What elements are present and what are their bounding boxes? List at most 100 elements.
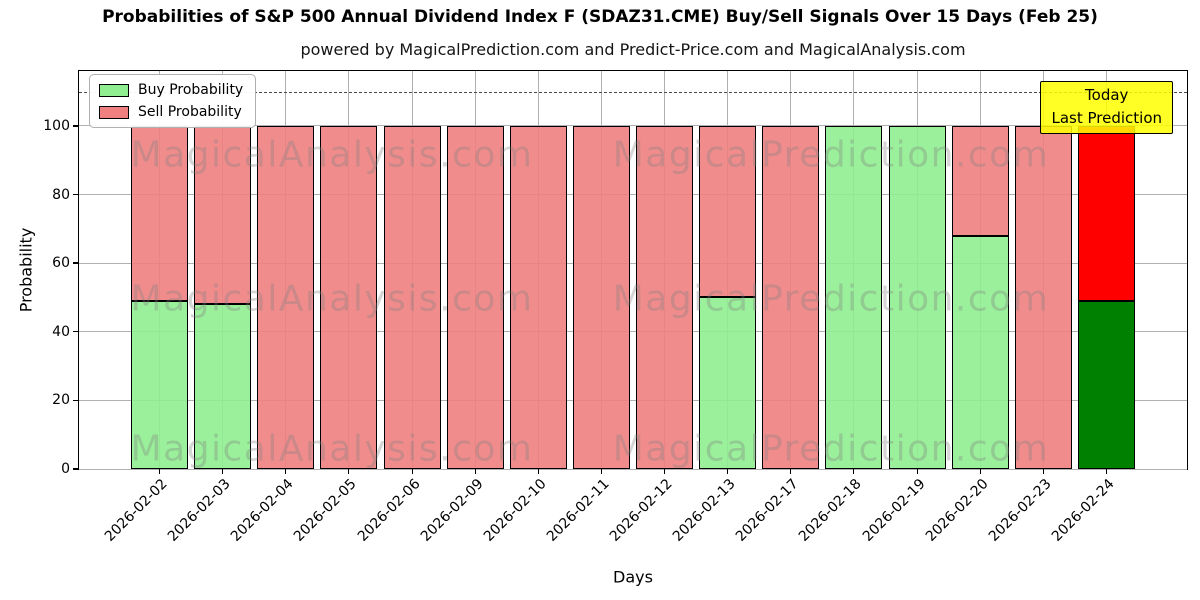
x-tick-label: 2026-02-18 — [795, 476, 865, 545]
watermark-text: MagicalAnalysis.com — [130, 278, 534, 320]
bar-2026-02-12 — [636, 125, 693, 469]
bar-2026-02-06 — [383, 125, 441, 469]
y-tick-label: 20 — [52, 392, 70, 409]
h-gridline — [79, 399, 1187, 401]
y-tick — [73, 262, 79, 264]
h-gridline — [79, 262, 1187, 264]
sell-segment — [1014, 125, 1072, 469]
legend-item-buy: Buy Probability — [99, 82, 243, 98]
legend-label-buy: Buy Probability — [138, 82, 244, 98]
y-tick-label: 60 — [52, 255, 70, 272]
x-tick — [284, 469, 287, 474]
sell-segment — [636, 125, 693, 469]
x-tick — [663, 469, 666, 474]
sell-segment — [194, 125, 252, 305]
y-tick — [73, 331, 79, 333]
x-tick — [158, 469, 161, 474]
sell-swatch-icon — [99, 105, 129, 119]
x-tick-label: 2026-02-04 — [227, 476, 297, 545]
x-tick — [600, 469, 603, 474]
buy-segment — [1077, 300, 1135, 469]
legend-label-sell: Sell Probability — [138, 104, 242, 120]
x-tick — [537, 469, 540, 474]
sell-segment — [131, 125, 188, 301]
x-tick-label: 2026-02-10 — [480, 476, 550, 545]
bar-2026-02-13 — [699, 125, 757, 469]
h-gridline — [79, 194, 1187, 196]
y-tick-label: 100 — [43, 117, 70, 134]
x-tick-label: 2026-02-12 — [606, 476, 676, 545]
x-tick — [726, 469, 729, 474]
bar-2026-02-03 — [194, 125, 252, 469]
bars-container — [79, 71, 1187, 469]
bar-2026-02-18 — [825, 125, 883, 469]
x-tick — [789, 469, 792, 474]
x-tick — [347, 469, 350, 474]
bar-2026-02-10 — [509, 125, 567, 469]
sell-segment — [446, 125, 504, 469]
h-gridline — [79, 331, 1187, 333]
watermark-text: MagicalPrediction.com — [612, 134, 1050, 176]
x-tick — [221, 469, 224, 474]
bar-2026-02-20 — [951, 125, 1009, 469]
bar-2026-02-09 — [446, 125, 504, 469]
x-tick-label: 2026-02-02 — [101, 476, 171, 545]
threshold-dashed-line — [79, 91, 1187, 93]
bar-2026-02-24 — [1077, 125, 1135, 469]
sell-segment — [572, 125, 630, 469]
sell-segment — [509, 125, 567, 469]
sell-segment — [257, 125, 315, 469]
x-tick — [916, 469, 919, 474]
x-tick — [852, 469, 855, 474]
watermark-text: MagicalAnalysis.com — [130, 428, 534, 470]
watermark-text: MagicalPrediction.com — [612, 278, 1050, 320]
chart-title: Probabilities of S&P 500 Annual Dividend… — [102, 7, 1098, 27]
x-axis-label: Days — [613, 567, 653, 587]
x-tick-label: 2026-02-03 — [164, 476, 234, 545]
buy-segment — [194, 304, 252, 469]
bar-2026-02-11 — [572, 125, 630, 469]
x-tick-label: 2026-02-19 — [859, 476, 929, 545]
y-tick — [73, 125, 79, 127]
sell-segment — [383, 125, 441, 469]
buy-segment — [951, 235, 1009, 469]
x-tick — [1042, 469, 1045, 474]
annotation-line2: Last Prediction — [1051, 109, 1162, 128]
buy-segment — [699, 297, 757, 469]
x-tick — [474, 469, 477, 474]
annotation-line1: Today — [1085, 86, 1129, 104]
x-tick-label: 2026-02-20 — [922, 476, 992, 545]
sell-segment — [699, 125, 757, 298]
legend: Buy Probability Sell Probability — [89, 74, 257, 128]
chart-subtitle: powered by MagicalPrediction.com and Pre… — [300, 40, 966, 59]
h-gridline — [79, 468, 1187, 470]
bar-2026-02-04 — [257, 125, 315, 469]
sell-segment — [320, 125, 378, 469]
legend-item-sell: Sell Probability — [99, 104, 243, 120]
sell-segment — [951, 125, 1009, 236]
buy-segment — [888, 125, 946, 469]
bar-2026-02-17 — [762, 125, 820, 469]
plot-area: MagicalAnalysis.com MagicalPrediction.com… — [43, 70, 1188, 545]
watermark-text: MagicalPrediction.com — [612, 428, 1050, 470]
x-tick-label: 2026-02-24 — [1048, 476, 1118, 545]
bar-2026-02-23 — [1014, 125, 1072, 469]
y-tick — [73, 193, 79, 196]
x-tick-label: 2026-02-13 — [669, 476, 739, 545]
y-tick — [73, 468, 79, 470]
watermark-text: MagicalAnalysis.com — [130, 134, 534, 176]
h-gridline — [79, 125, 1187, 127]
x-tick-label: 2026-02-05 — [290, 476, 360, 545]
bar-2026-02-19 — [888, 125, 946, 469]
buy-swatch-icon — [99, 83, 129, 97]
today-annotation: Today Last Prediction — [1040, 81, 1173, 134]
y-tick — [73, 399, 79, 402]
y-tick-label: 0 — [61, 461, 70, 477]
x-tick-label: 2026-02-11 — [543, 476, 613, 545]
x-tick — [411, 469, 414, 474]
sell-segment — [1077, 125, 1135, 301]
x-tick-label: 2026-02-17 — [732, 476, 802, 545]
y-tick-label: 80 — [52, 186, 70, 203]
sell-segment — [762, 125, 820, 469]
